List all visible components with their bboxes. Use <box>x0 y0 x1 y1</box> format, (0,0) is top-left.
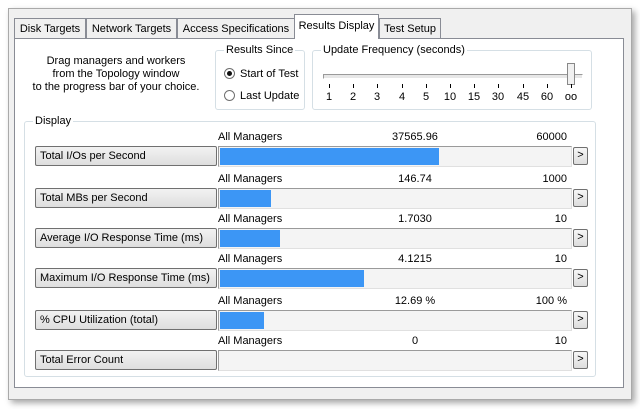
slider-tick <box>353 84 354 88</box>
tab-results-display[interactable]: Results Display <box>294 14 379 39</box>
hint-line-2: from the Topology window <box>52 68 180 80</box>
slider-tick <box>426 84 427 88</box>
radio-start-of-test-label: Start of Test <box>240 68 299 80</box>
slider-tick-label: 2 <box>349 91 357 103</box>
metric-details-button[interactable]: > <box>573 351 588 369</box>
drag-instructions: Drag managers and workers from the Topol… <box>21 55 211 94</box>
slider-tick-label: 60 <box>540 91 554 103</box>
tab-disk-targets[interactable]: Disk Targets <box>14 18 86 38</box>
radio-selected-icon[interactable] <box>224 67 235 79</box>
update-frequency-title: Update Frequency (seconds) <box>321 44 467 57</box>
slider-tick <box>474 84 475 88</box>
metric-max-label: 100 % <box>535 295 567 307</box>
display-group: Display <box>24 115 596 377</box>
metric-progress-bar <box>218 228 572 249</box>
metric-value-label: 1.7030 <box>398 213 432 225</box>
metric-max-label: 1000 <box>542 173 567 185</box>
metric-source-label: All Managers <box>218 295 283 307</box>
slider-tick-label: 15 <box>467 91 481 103</box>
metric-progress-bar <box>218 268 572 289</box>
metric-value-label: 4.1215 <box>398 253 432 265</box>
radio-last-update-label: Last Update <box>240 90 300 102</box>
metric-details-button[interactable]: > <box>573 147 588 165</box>
update-frequency-slider-track[interactable] <box>323 74 583 79</box>
metric-source-label: All Managers <box>218 131 283 143</box>
metric-select-button[interactable]: Total Error Count <box>35 350 217 370</box>
metric-details-button[interactable]: > <box>573 311 588 329</box>
metric-source-label: All Managers <box>218 213 283 225</box>
metric-max-label: 10 <box>554 213 567 225</box>
metric-progress-fill <box>220 148 439 165</box>
metric-max-label: 10 <box>554 335 567 347</box>
tab-test-setup[interactable]: Test Setup <box>379 18 441 38</box>
metric-details-button[interactable]: > <box>573 269 588 287</box>
update-frequency-slider-thumb[interactable] <box>567 63 575 85</box>
tab-network-targets[interactable]: Network Targets <box>86 18 177 38</box>
metric-details-button[interactable]: > <box>573 229 588 247</box>
slider-tick-label: 4 <box>398 91 406 103</box>
metric-progress-bar <box>218 350 572 371</box>
slider-tick-label: 5 <box>422 91 430 103</box>
metric-select-button[interactable]: Total I/Os per Second <box>35 146 217 166</box>
metric-progress-fill <box>220 190 271 207</box>
slider-tick <box>402 84 403 88</box>
metric-select-button[interactable]: Average I/O Response Time (ms) <box>35 228 217 248</box>
metric-max-label: 10 <box>554 253 567 265</box>
slider-tick <box>377 84 378 88</box>
metric-value-label: 146.74 <box>398 173 432 185</box>
display-title: Display <box>33 115 74 128</box>
results-since-title: Results Since <box>224 44 296 57</box>
metric-value-label: 12.69 % <box>394 295 436 307</box>
slider-tick-label: 45 <box>516 91 530 103</box>
radio-last-update[interactable]: Last Update <box>224 89 299 103</box>
metric-source-label: All Managers <box>218 335 283 347</box>
results-display-dialog: Disk Targets Network Targets Access Spec… <box>8 8 632 400</box>
slider-tick <box>498 84 499 88</box>
metric-progress-bar <box>218 188 572 209</box>
metric-progress-fill <box>220 230 280 247</box>
slider-tick <box>571 84 572 88</box>
slider-tick <box>329 84 330 88</box>
slider-tick-label: 1 <box>325 91 333 103</box>
slider-tick <box>450 84 451 88</box>
metric-select-button[interactable]: Total MBs per Second <box>35 188 217 208</box>
hint-line-1: Drag managers and workers <box>46 55 186 67</box>
metric-source-label: All Managers <box>218 253 283 265</box>
metric-max-label: 60000 <box>536 131 567 143</box>
slider-tick-label: 10 <box>443 91 457 103</box>
metric-value-label: 0 <box>411 335 419 347</box>
metric-progress-fill <box>220 312 264 329</box>
update-frequency-group: Update Frequency (seconds) 1 2 3 4 5 10 15 30 45… <box>312 44 592 110</box>
slider-tick <box>547 84 548 88</box>
results-since-group: Results Since Start of Test Last Update <box>215 44 305 110</box>
radio-start-of-test[interactable]: Start of Test <box>224 67 299 81</box>
metric-value-label: 37565.96 <box>392 131 438 143</box>
slider-tick <box>523 84 524 88</box>
radio-unselected-icon[interactable] <box>224 89 235 101</box>
hint-line-3: to the progress bar of your choice. <box>32 81 200 93</box>
metric-progress-bar <box>218 310 572 331</box>
metric-select-button[interactable]: % CPU Utilization (total) <box>35 310 217 330</box>
metric-progress-bar <box>218 146 572 167</box>
slider-tick-label: 30 <box>491 91 505 103</box>
slider-tick-label: 3 <box>373 91 381 103</box>
slider-tick-label: oo <box>564 91 578 103</box>
metric-source-label: All Managers <box>218 173 283 185</box>
metric-select-button[interactable]: Maximum I/O Response Time (ms) <box>35 268 217 288</box>
metric-details-button[interactable]: > <box>573 189 588 207</box>
results-display-panel: Drag managers and workers from the Topol… <box>14 38 624 388</box>
tab-access-specifications[interactable]: Access Specifications <box>177 18 295 38</box>
metric-progress-fill <box>220 270 364 287</box>
